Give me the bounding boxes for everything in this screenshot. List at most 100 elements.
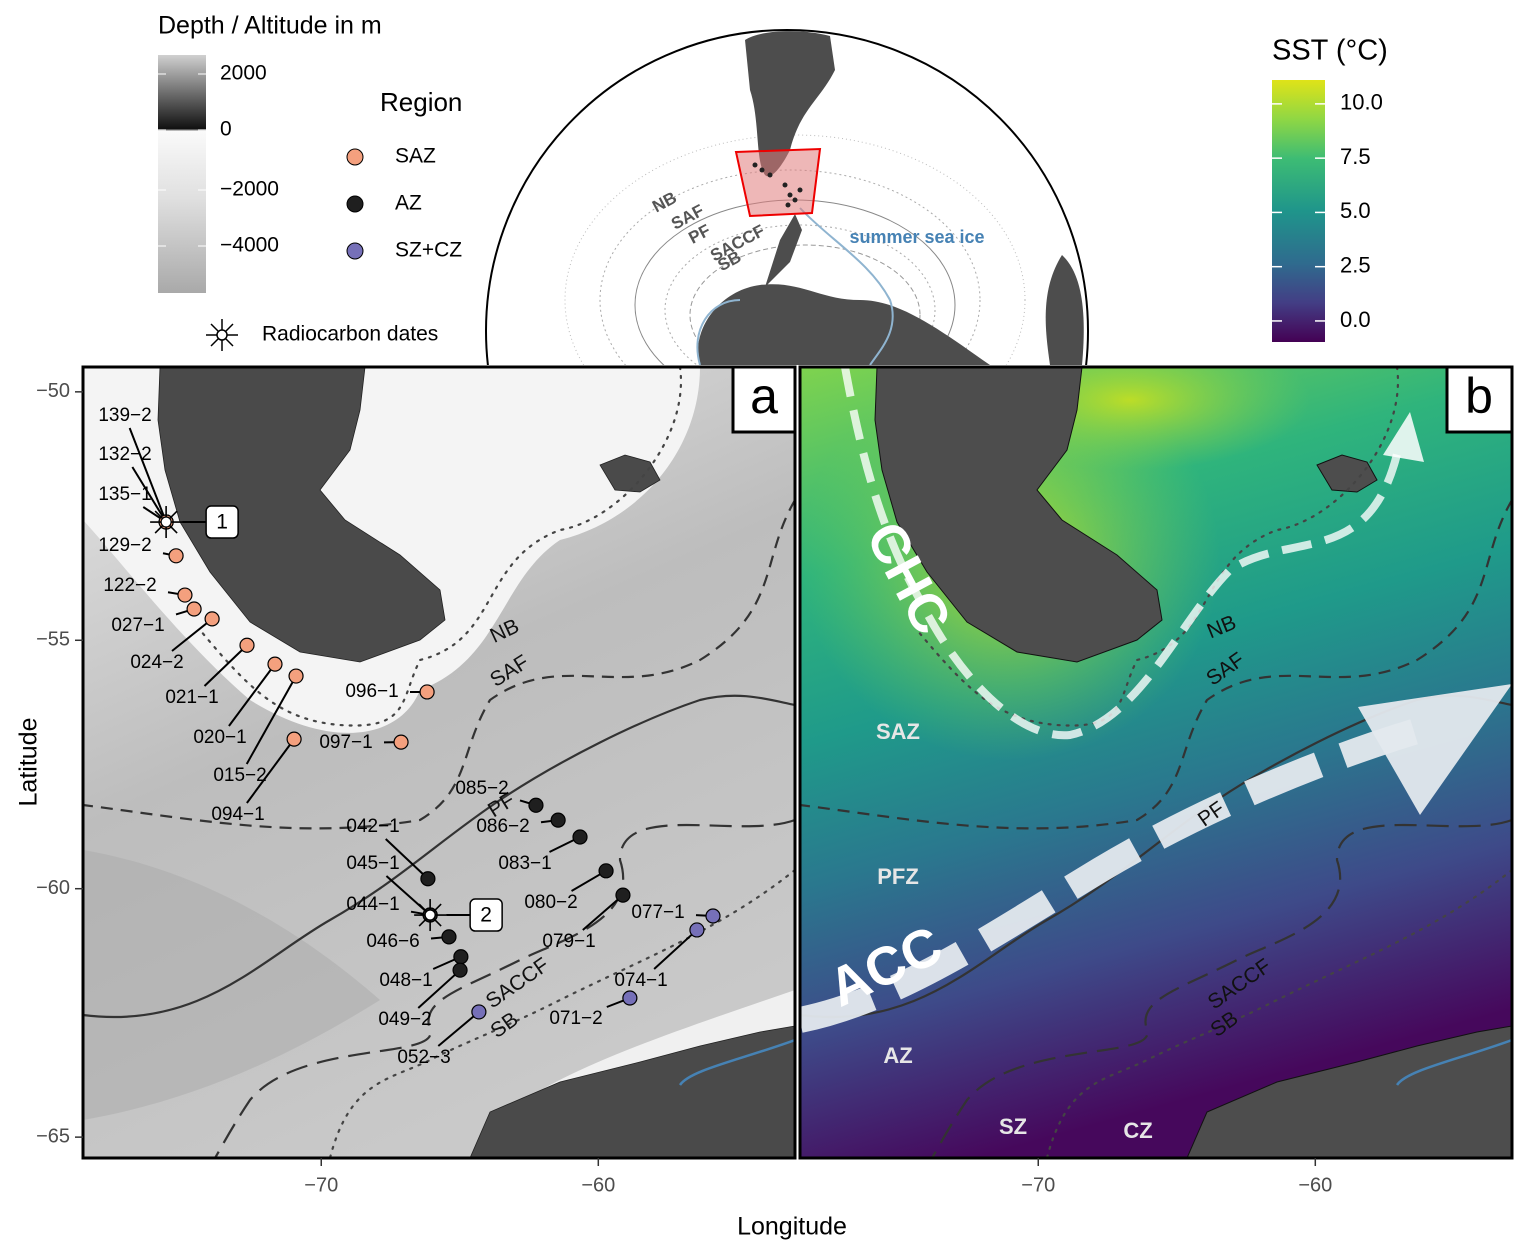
station-label: 122−2 <box>103 575 156 596</box>
station-label: 044−1 <box>346 894 399 915</box>
leader-line <box>171 618 213 652</box>
leader-line <box>582 894 624 931</box>
station-label: 096−1 <box>345 681 398 702</box>
sst-tick-label: 0.0 <box>1340 307 1371 332</box>
zone-label: SZ <box>999 1114 1027 1139</box>
station-label: 045−1 <box>346 853 399 874</box>
radiocarbon-site: 1 <box>150 505 239 539</box>
leader-line <box>228 663 276 727</box>
depth-tick-label: −2000 <box>220 178 279 201</box>
station-point <box>393 734 409 750</box>
zone-label: SAZ <box>876 719 920 744</box>
star-center <box>424 909 436 921</box>
sst-tick-label: 5.0 <box>1340 198 1371 223</box>
station-point <box>267 656 283 672</box>
station-label: 097−1 <box>319 732 372 753</box>
sst-tick-label: 7.5 <box>1340 144 1371 169</box>
depth-colorbar <box>158 55 206 293</box>
station-label: 139−2 <box>98 405 151 426</box>
station-point <box>239 637 255 653</box>
station-layer: 139−2 132−2 135−1 129−2 122−2 027−1 024−2 021−1… <box>98 405 721 1068</box>
station-point <box>453 949 469 965</box>
radiocarbon-symbol <box>206 319 238 351</box>
zone-label: AZ <box>883 1043 912 1068</box>
x-tick-label: −70 <box>304 1174 338 1196</box>
panel-label-box <box>731 365 797 434</box>
panel-a-frame <box>81 365 797 1160</box>
station-point <box>286 731 302 747</box>
leader-line <box>203 644 248 687</box>
legend-label: SAZ <box>395 145 436 168</box>
site-label-box <box>469 898 503 932</box>
sst-legend-title: SST (°C) <box>1272 35 1388 67</box>
depth-tick-label: 0 <box>220 118 232 141</box>
leader-line <box>385 838 429 880</box>
station-points <box>158 514 721 1020</box>
station-point <box>598 863 614 879</box>
y-tick-label: −65 <box>36 1125 70 1147</box>
station-point <box>622 990 638 1006</box>
leader-line <box>246 738 295 804</box>
station-point <box>168 548 184 564</box>
leader-line <box>417 969 461 1009</box>
station-point <box>471 1004 487 1020</box>
depth-tick-label: −4000 <box>220 234 279 257</box>
station-point <box>572 829 588 845</box>
y-tick-label: −50 <box>36 380 70 402</box>
station-label: 077−1 <box>631 902 684 923</box>
station-point <box>288 668 304 684</box>
station-point <box>177 587 193 603</box>
station-label: 083−1 <box>498 853 551 874</box>
radiocarbon-site: 2 <box>414 898 503 932</box>
station-label: 079−1 <box>542 931 595 952</box>
x-tick-label: −70 <box>1021 1174 1055 1196</box>
station-point <box>420 871 436 887</box>
x-tick-label: −60 <box>581 1174 615 1196</box>
station-label: 094−1 <box>211 804 264 825</box>
panel-a-map <box>83 367 795 1158</box>
y-axis-title: Latitude <box>15 718 43 807</box>
sea-ice-label: summer sea ice <box>849 227 984 247</box>
station-point <box>705 908 721 924</box>
depth-tick-label: 2000 <box>220 62 267 85</box>
station-label: 021−1 <box>165 687 218 708</box>
leader-line <box>245 675 297 765</box>
station-label: 129−2 <box>98 535 151 556</box>
station-point <box>452 962 468 978</box>
leader-line <box>131 466 167 523</box>
legend-label: AZ <box>395 192 422 215</box>
station-label: 132−2 <box>98 444 151 465</box>
station-label: 015−2 <box>213 765 266 786</box>
sst-tick-label: 10.0 <box>1340 90 1383 115</box>
site-label: 2 <box>480 904 492 927</box>
panel-label: b <box>1465 368 1493 424</box>
y-tick-label: −55 <box>36 629 70 651</box>
station-label: 071−2 <box>549 1008 602 1029</box>
station-point <box>528 797 544 813</box>
axis-ticks: −70 −60 −70 −60 −50 −55 −60 −65 2000 0 −2000 −4000 1… <box>36 62 1383 1197</box>
panel-b-map <box>800 367 1512 1158</box>
station-point <box>441 929 457 945</box>
station-label: 024−2 <box>130 652 183 673</box>
station-point <box>186 601 202 617</box>
leader-lines <box>128 427 714 1047</box>
leader-line <box>653 929 698 970</box>
panel-label-box <box>1445 365 1514 434</box>
station-point <box>204 611 220 627</box>
station-point <box>689 922 705 938</box>
station-point <box>550 812 566 828</box>
leader-line <box>128 427 168 523</box>
station-label: 042−1 <box>346 816 399 837</box>
station-label: 020−1 <box>193 727 246 748</box>
star-center <box>160 516 172 528</box>
zone-label: PFZ <box>877 864 919 889</box>
legend-swatch <box>346 148 364 166</box>
station-label: 046−6 <box>366 931 419 952</box>
station-label: 086−2 <box>476 816 529 837</box>
station-label: 074−1 <box>614 970 667 991</box>
station-label: 027−1 <box>111 615 164 636</box>
station-label: 085−2 <box>455 778 508 799</box>
legend-swatch <box>346 195 364 213</box>
radiocarbon-legend-label: Radiocarbon dates <box>262 323 438 346</box>
y-tick-label: −60 <box>36 877 70 899</box>
